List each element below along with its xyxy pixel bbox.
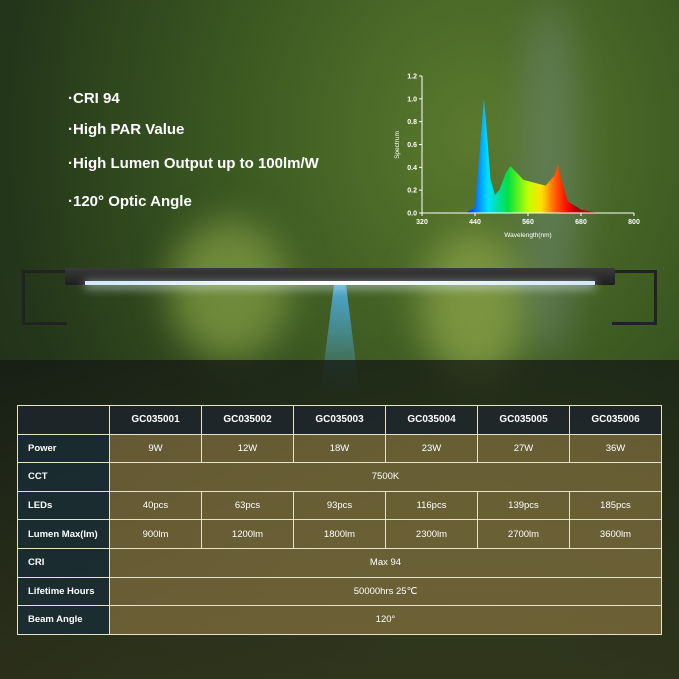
row-label: LEDs <box>17 490 110 521</box>
table-cell-merged: 120° <box>109 605 662 635</box>
y-tick-label: 0.6 <box>407 142 417 149</box>
model-header: GC035002 <box>201 405 294 435</box>
spec-table: GC035001 GC035002 GC035003 GC035004 GC035005… <box>17 405 662 635</box>
y-tick-label: 0.4 <box>407 165 417 172</box>
corner-cell <box>17 405 110 435</box>
light-streak <box>520 0 580 360</box>
feature-cri: ·CRI 94 <box>68 90 120 107</box>
table-cell: 12W <box>201 433 294 464</box>
mount-bracket-right <box>612 270 657 325</box>
table-cell: 185pcs <box>569 490 662 521</box>
table-row: Power 9W 12W 18W 23W 27W 36W <box>17 433 662 464</box>
model-header: GC035001 <box>109 405 202 435</box>
table-row: CCT 7500K <box>17 462 662 492</box>
row-label: Power <box>17 433 110 464</box>
table-cell: 23W <box>385 433 478 464</box>
table-row: LEDs 40pcs 63pcs 93pcs 116pcs 139pcs 185pcs <box>17 490 662 521</box>
model-header: GC035004 <box>385 405 478 435</box>
table-row: Lifetime Hours 50000hrs 25℃ <box>17 576 662 607</box>
row-label: Lumen Max(lm) <box>17 519 110 549</box>
table-cell: 18W <box>293 433 386 464</box>
row-label: CRI <box>17 547 110 578</box>
table-cell-merged: Max 94 <box>109 547 662 578</box>
table-row: CRI Max 94 <box>17 547 662 578</box>
table-cell: 900lm <box>109 519 202 549</box>
plant-blur <box>170 220 290 360</box>
y-tick-label: 0.2 <box>407 188 417 195</box>
y-tick-label: 0.8 <box>407 119 417 126</box>
table-cell: 40pcs <box>109 490 202 521</box>
table-header-row: GC035001 GC035002 GC035003 GC035004 GC035005… <box>17 405 662 435</box>
row-label: CCT <box>17 462 110 492</box>
table-cell-merged: 50000hrs 25℃ <box>109 576 662 607</box>
plant-blur <box>420 230 530 380</box>
table-cell: 2700lm <box>477 519 570 549</box>
model-header: GC035005 <box>477 405 570 435</box>
table-cell: 93pcs <box>293 490 386 521</box>
y-axis-label: Spectrum <box>394 131 401 159</box>
table-row: Lumen Max(lm) 900lm 1200lm 1800lm 2300lm 2700… <box>17 519 662 549</box>
led-strip <box>85 281 595 285</box>
table-cell: 9W <box>109 433 202 464</box>
x-tick-label: 800 <box>628 219 640 226</box>
table-cell: 116pcs <box>385 490 478 521</box>
table-cell-merged: 7500K <box>109 462 662 492</box>
table-cell: 139pcs <box>477 490 570 521</box>
table-cell: 1200lm <box>201 519 294 549</box>
model-header: GC035006 <box>569 405 662 435</box>
led-light-bar <box>65 268 615 285</box>
table-cell: 1800lm <box>293 519 386 549</box>
feature-lumen: ·High Lumen Output up to 100lm/W <box>68 155 319 172</box>
model-header: GC035003 <box>293 405 386 435</box>
mount-bracket-left <box>22 270 67 325</box>
y-tick-label: 1.2 <box>407 74 417 81</box>
table-cell: 3600lm <box>569 519 662 549</box>
x-tick-label: 680 <box>575 219 587 226</box>
x-tick-label: 440 <box>469 219 481 226</box>
row-label: Lifetime Hours <box>17 576 110 607</box>
spectrum-area <box>466 98 599 213</box>
x-axis-label: Wavelength(nm) <box>504 232 551 239</box>
table-cell: 36W <box>569 433 662 464</box>
feature-par: ·High PAR Value <box>68 121 185 138</box>
y-tick-label: 1.0 <box>407 96 417 103</box>
x-tick-label: 320 <box>416 219 428 226</box>
feature-angle: ·120° Optic Angle <box>68 193 192 210</box>
x-tick-label: 560 <box>522 219 534 226</box>
y-tick-label: 0.0 <box>407 211 417 218</box>
table-cell: 27W <box>477 433 570 464</box>
row-label: Beam Angle <box>17 605 110 635</box>
table-row: Beam Angle 120° <box>17 605 662 635</box>
table-cell: 2300lm <box>385 519 478 549</box>
table-cell: 63pcs <box>201 490 294 521</box>
